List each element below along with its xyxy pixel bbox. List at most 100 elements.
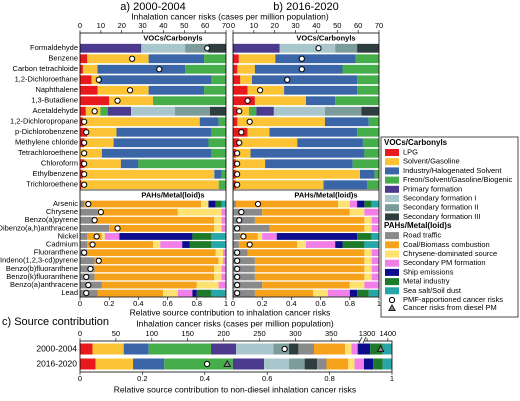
bar-segment bbox=[323, 180, 368, 190]
top-tick-label: 70 bbox=[222, 21, 230, 30]
bar-segment bbox=[214, 265, 222, 273]
bar-segment bbox=[324, 106, 362, 116]
legend-label: Solvent/Gasoline bbox=[403, 157, 460, 166]
bar-segment bbox=[174, 106, 210, 116]
bar-segment bbox=[354, 358, 364, 370]
bar-segment bbox=[262, 208, 350, 216]
category-label: Chrysene bbox=[46, 207, 78, 216]
category-label: Nickel bbox=[58, 231, 79, 240]
bar-segment bbox=[153, 241, 161, 248]
legend-swatch bbox=[385, 176, 399, 184]
top-tick-label: 10 bbox=[97, 21, 105, 30]
risk-marker bbox=[246, 118, 253, 125]
bar-segment bbox=[141, 43, 186, 53]
bar-segment bbox=[138, 159, 226, 169]
plot-frame bbox=[79, 340, 393, 373]
category-label: Indeno(1,2,3-cd)pyrene bbox=[0, 256, 78, 265]
bar-segment bbox=[348, 358, 355, 370]
legend-label: Primary formation bbox=[403, 184, 462, 193]
bar-segment bbox=[352, 159, 379, 169]
bar-segment bbox=[211, 343, 236, 355]
bar-segment bbox=[185, 64, 226, 74]
legend-swatch bbox=[385, 278, 399, 286]
bar-segment bbox=[97, 64, 186, 74]
bar-segment bbox=[80, 358, 96, 370]
bar-segment bbox=[364, 249, 372, 257]
bar-segment bbox=[82, 64, 98, 74]
bar-segment bbox=[116, 127, 212, 137]
bottom-tick-label: 0.8 bbox=[345, 299, 355, 308]
bar-segment bbox=[233, 257, 255, 265]
bar-segment bbox=[80, 241, 88, 248]
bar-segment bbox=[221, 265, 226, 273]
bar-segment bbox=[326, 358, 349, 370]
bar-segment bbox=[189, 241, 212, 248]
bar-segment bbox=[233, 54, 239, 64]
bar-segment bbox=[364, 216, 372, 224]
bar-segment bbox=[297, 138, 363, 148]
legend-swatch bbox=[385, 232, 399, 240]
risk-marker bbox=[257, 87, 264, 94]
bar-segment bbox=[357, 127, 379, 137]
bar-segment bbox=[349, 281, 365, 289]
bar-segment bbox=[306, 96, 336, 106]
bar-segment bbox=[364, 224, 372, 232]
bar-segment bbox=[211, 241, 226, 248]
legend-swatch bbox=[385, 250, 399, 258]
bar-segment bbox=[257, 233, 263, 240]
risk-marker bbox=[234, 281, 241, 289]
top-tick-label: 20 bbox=[271, 21, 279, 30]
risk-marker bbox=[81, 171, 88, 178]
bar-segment bbox=[279, 43, 336, 53]
bar-segment bbox=[262, 281, 350, 289]
top-tick-label: 1300 bbox=[359, 329, 376, 338]
plot-frame bbox=[79, 32, 227, 298]
bar-segment bbox=[349, 200, 358, 208]
risk-marker bbox=[234, 181, 241, 188]
bar-segment bbox=[94, 273, 215, 281]
bar-segment bbox=[223, 249, 226, 257]
x-axis-title: Relative source contribution to inhalati… bbox=[130, 307, 331, 317]
category-label: 2000-2004 bbox=[36, 343, 77, 353]
bar-segment bbox=[101, 281, 197, 289]
panel-title: c) Source contribution bbox=[2, 316, 109, 328]
bottom-tick-label: 0.6 bbox=[162, 299, 172, 308]
bar-segment bbox=[313, 289, 328, 297]
category-label: Carbon tetrachloide bbox=[13, 64, 78, 73]
bar-segment bbox=[91, 75, 99, 85]
legend-label: PMF-apportioned cancer risks bbox=[403, 295, 503, 304]
bar-segment bbox=[236, 343, 274, 355]
bar-segment bbox=[80, 75, 92, 85]
bar-segment bbox=[80, 208, 98, 216]
risk-marker bbox=[129, 55, 136, 62]
axis-break bbox=[358, 336, 367, 344]
category-label: Lead bbox=[61, 288, 78, 297]
bar-segment bbox=[218, 257, 224, 265]
bar-segment bbox=[214, 273, 222, 281]
top-tick-label: 40 bbox=[312, 21, 320, 30]
bar-segment bbox=[273, 106, 325, 116]
bar-segment bbox=[196, 289, 212, 297]
bottom-tick-label: 0.6 bbox=[315, 299, 325, 308]
bar-segment bbox=[368, 117, 379, 127]
bar-segment bbox=[211, 148, 226, 158]
risk-marker bbox=[156, 66, 163, 73]
bar-segment bbox=[262, 233, 277, 240]
bar-segment bbox=[148, 343, 212, 355]
legend-label: Freon/Solvent/Gasoline/Biogenic bbox=[403, 175, 512, 184]
category-label: Formaldehyde bbox=[30, 43, 78, 52]
bar-segment bbox=[182, 241, 190, 248]
bar-segment bbox=[254, 289, 314, 297]
category-label: Benzo(k)fluoranthene bbox=[6, 272, 78, 281]
bar-segment bbox=[185, 43, 209, 53]
risk-marker bbox=[246, 241, 253, 248]
top-tick-label: 0 bbox=[231, 21, 235, 30]
bar-segment bbox=[233, 106, 238, 116]
bar-segment bbox=[107, 106, 132, 116]
bar-segment bbox=[233, 265, 255, 273]
risk-marker bbox=[244, 97, 251, 104]
axis-break-gap bbox=[360, 338, 365, 342]
bar-segment bbox=[304, 358, 318, 370]
top-tick-label: 30 bbox=[138, 21, 146, 30]
legend-label: Sea salt/Soil dust bbox=[403, 286, 462, 295]
